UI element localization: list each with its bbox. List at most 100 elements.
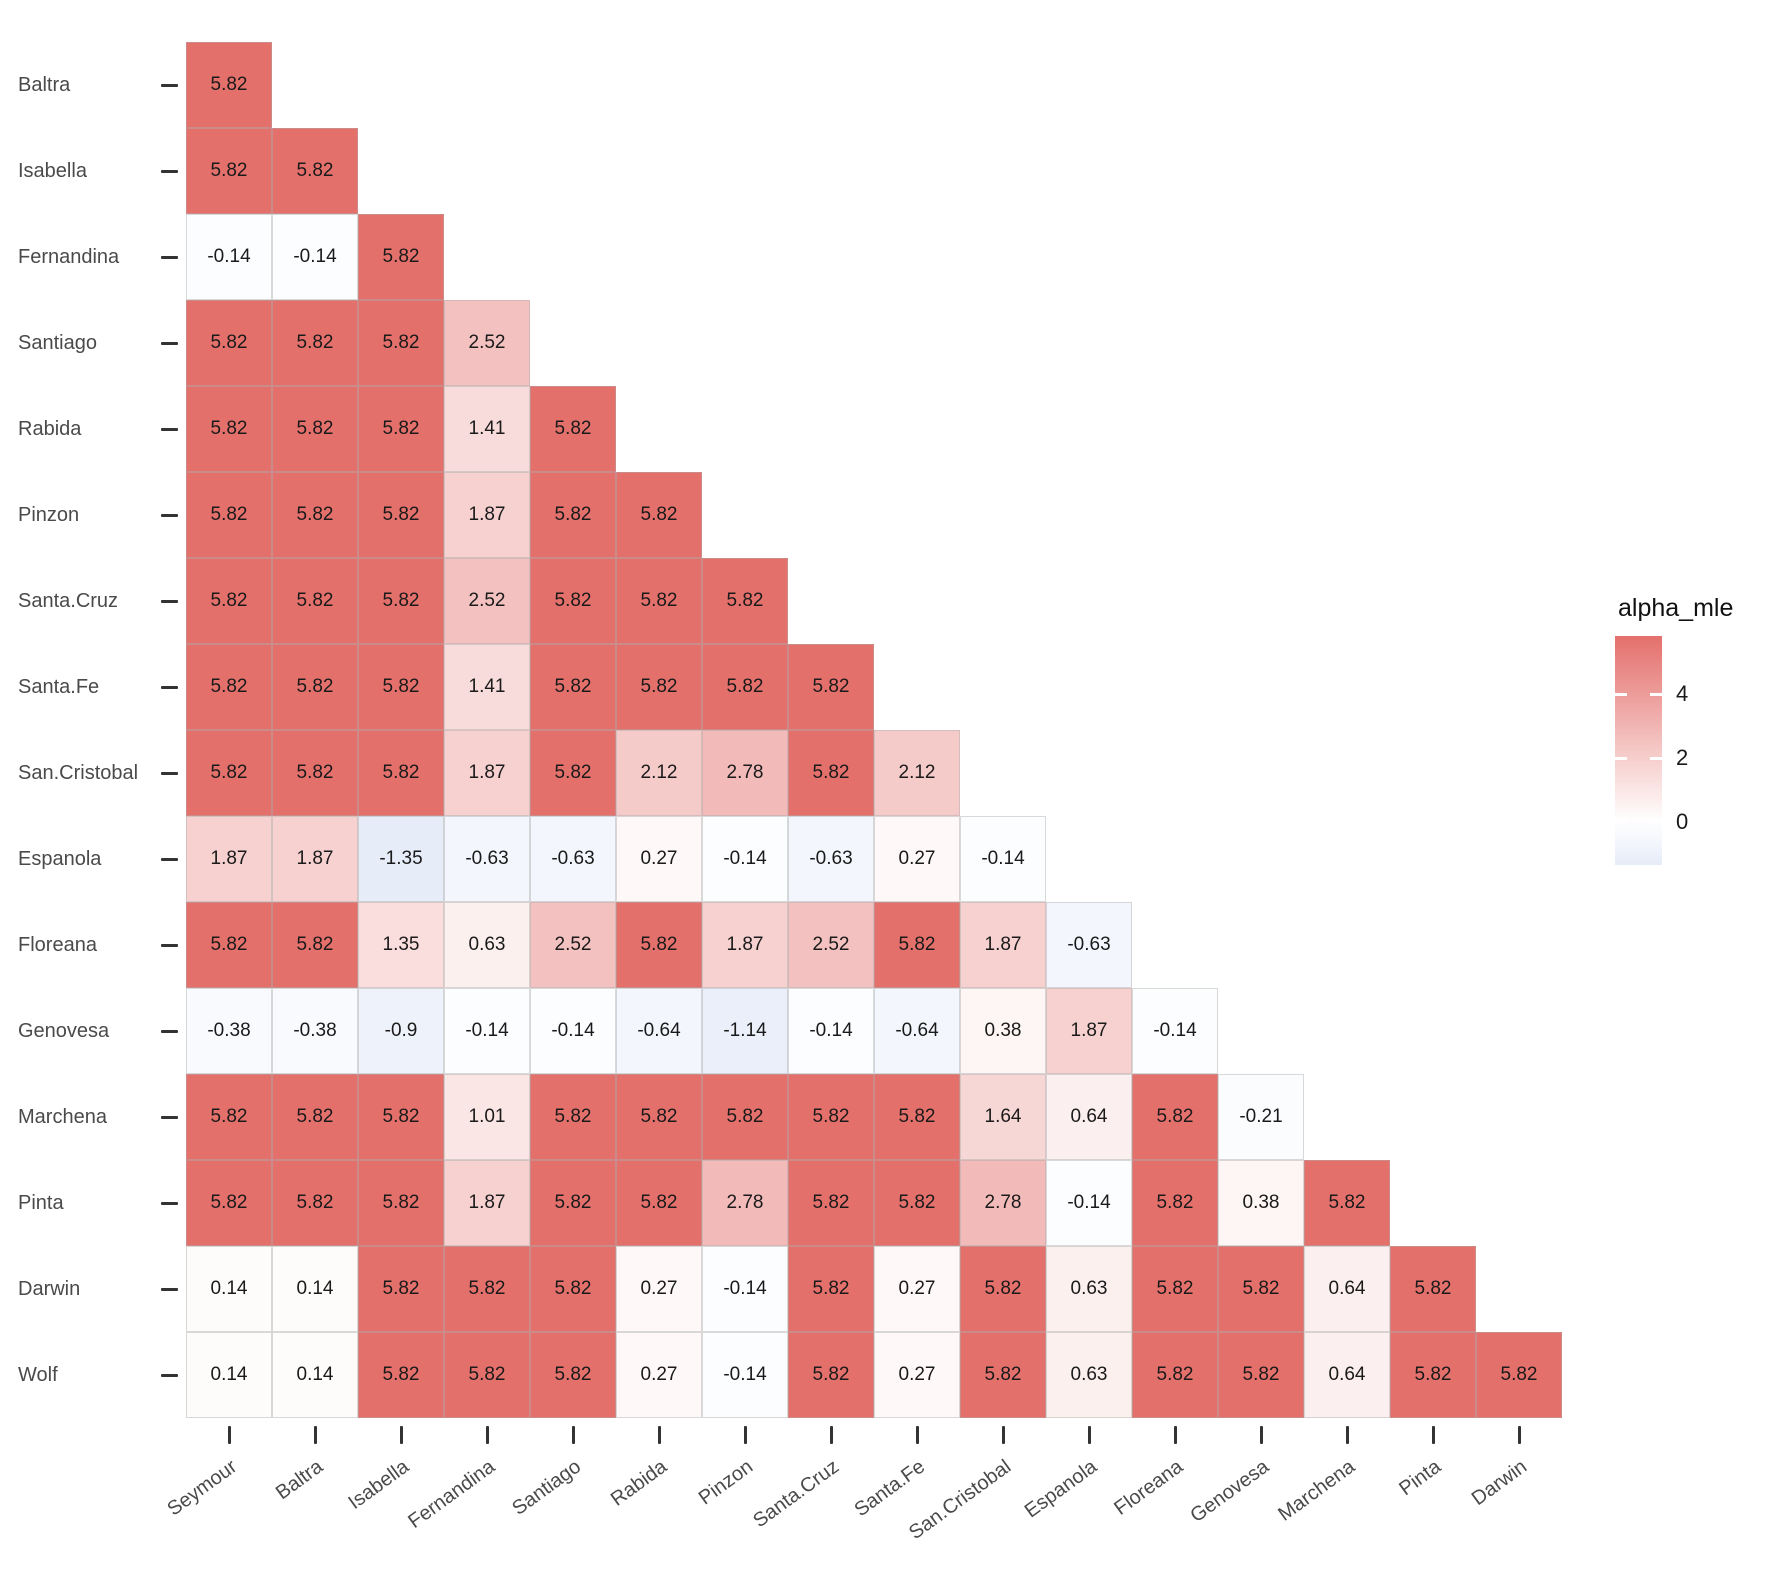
- heatmap-cell: 5.82: [1304, 1160, 1390, 1246]
- x-axis-tick: [1173, 1426, 1177, 1444]
- x-axis-tick: [1001, 1426, 1005, 1444]
- heatmap-cell: 2.52: [444, 300, 530, 386]
- heatmap-cell: 5.82: [874, 1160, 960, 1246]
- heatmap-cell: 5.82: [358, 1246, 444, 1332]
- legend-tick-notch: [1615, 692, 1627, 696]
- heatmap-cell: 1.41: [444, 386, 530, 472]
- heatmap-cell: 5.82: [358, 644, 444, 730]
- legend-tick-notch: [1615, 756, 1627, 760]
- heatmap-cell: -0.14: [960, 816, 1046, 902]
- heatmap-cell: 5.82: [358, 472, 444, 558]
- y-axis-tick: [161, 83, 178, 87]
- heatmap-cell: 5.82: [186, 300, 272, 386]
- heatmap-cell: 5.82: [186, 902, 272, 988]
- x-axis-tick: [1345, 1426, 1349, 1444]
- x-axis-tick: [571, 1426, 575, 1444]
- heatmap-cell: 5.82: [272, 644, 358, 730]
- legend-tick-notch: [1650, 692, 1662, 696]
- heatmap-cell: 0.63: [1046, 1332, 1132, 1418]
- x-axis-tick: [915, 1426, 919, 1444]
- heatmap-cell: 5.82: [960, 1246, 1046, 1332]
- y-axis-label: Pinzon: [18, 504, 80, 526]
- heatmap-cell: 5.82: [960, 1332, 1046, 1418]
- x-axis-tick: [399, 1426, 403, 1444]
- heatmap-cell: 0.38: [1218, 1160, 1304, 1246]
- x-axis-label: Seymour: [163, 1455, 242, 1521]
- heatmap-cell: 5.82: [1218, 1246, 1304, 1332]
- heatmap-cell: -0.63: [530, 816, 616, 902]
- heatmap-cell: 5.82: [272, 300, 358, 386]
- heatmap-cell: 5.82: [1390, 1246, 1476, 1332]
- heatmap-cell: -0.14: [530, 988, 616, 1074]
- heatmap-cell: 2.78: [702, 1160, 788, 1246]
- heatmap-cell: 5.82: [616, 644, 702, 730]
- heatmap-cell: 5.82: [272, 128, 358, 214]
- y-axis-tick: [161, 943, 178, 947]
- heatmap-cell: -0.14: [1046, 1160, 1132, 1246]
- heatmap-cell: 0.63: [444, 902, 530, 988]
- y-axis-label: Floreana: [18, 934, 97, 956]
- heatmap-cell: 2.52: [788, 902, 874, 988]
- heatmap-cell: -0.63: [788, 816, 874, 902]
- heatmap-cell: -0.14: [788, 988, 874, 1074]
- heatmap-cell: -0.14: [444, 988, 530, 1074]
- heatmap-cell: 5.82: [1132, 1332, 1218, 1418]
- heatmap-cell: 5.82: [788, 1332, 874, 1418]
- heatmap-cell: 5.82: [358, 1074, 444, 1160]
- heatmap-cell: 5.82: [1132, 1160, 1218, 1246]
- legend-colorbar: [1615, 636, 1662, 865]
- heatmap-cell: 5.82: [1390, 1332, 1476, 1418]
- y-axis-label: Isabella: [18, 160, 87, 182]
- heatmap-cell: 5.82: [530, 1332, 616, 1418]
- heatmap-cell: 2.78: [702, 730, 788, 816]
- heatmap-cell: -0.14: [702, 1246, 788, 1332]
- heatmap-cell: 1.87: [960, 902, 1046, 988]
- y-axis-label: Espanola: [18, 848, 102, 870]
- heatmap-cell: 5.82: [186, 730, 272, 816]
- x-axis-tick: [657, 1426, 661, 1444]
- y-axis-tick: [161, 427, 178, 431]
- heatmap-cell: 0.63: [1046, 1246, 1132, 1332]
- heatmap-cell: 1.87: [444, 730, 530, 816]
- heatmap-cell: 5.82: [530, 1246, 616, 1332]
- legend-tick-label: 0: [1676, 808, 1689, 834]
- y-axis-tick: [161, 255, 178, 259]
- heatmap-cell: 0.14: [272, 1332, 358, 1418]
- heatmap-cell: 5.82: [186, 1160, 272, 1246]
- heatmap-cell: 2.12: [874, 730, 960, 816]
- heatmap-cell: 1.87: [444, 1160, 530, 1246]
- heatmap-cell: 0.64: [1304, 1332, 1390, 1418]
- heatmap-cell: -1.35: [358, 816, 444, 902]
- heatmap-cell: 0.14: [272, 1246, 358, 1332]
- heatmap-cell: 5.82: [272, 1160, 358, 1246]
- y-axis-tick: [161, 1373, 178, 1377]
- heatmap-cell: 2.52: [444, 558, 530, 644]
- heatmap-cell: 5.82: [186, 472, 272, 558]
- heatmap-cell: 5.82: [874, 902, 960, 988]
- heatmap-cell: 0.27: [616, 1246, 702, 1332]
- heatmap-cell: 5.82: [358, 300, 444, 386]
- y-axis-tick: [161, 1287, 178, 1291]
- heatmap-cell: -0.9: [358, 988, 444, 1074]
- heatmap-cell: 1.87: [702, 902, 788, 988]
- heatmap-cell: 5.82: [788, 1074, 874, 1160]
- y-axis-label: Wolf: [18, 1364, 58, 1386]
- y-axis-tick: [161, 1029, 178, 1033]
- y-axis-tick: [161, 513, 178, 517]
- heatmap-cell: 5.82: [874, 1074, 960, 1160]
- heatmap-cell: 5.82: [788, 730, 874, 816]
- x-axis-tick: [1087, 1426, 1091, 1444]
- heatmap-cell: 1.35: [358, 902, 444, 988]
- heatmap-cell: 1.41: [444, 644, 530, 730]
- heatmap-cell: 0.14: [186, 1332, 272, 1418]
- y-axis-label: Genovesa: [18, 1020, 110, 1042]
- x-axis-tick: [743, 1426, 747, 1444]
- y-axis-label: Baltra: [18, 74, 71, 96]
- y-axis-tick: [161, 685, 178, 689]
- heatmap-cell: 5.82: [1132, 1246, 1218, 1332]
- heatmap-cell: 5.82: [530, 730, 616, 816]
- y-axis-label: San.Cristobal: [18, 762, 139, 784]
- y-axis-label: Santiago: [18, 332, 97, 354]
- heatmap-cell: 5.82: [530, 386, 616, 472]
- heatmap-cell: 2.52: [530, 902, 616, 988]
